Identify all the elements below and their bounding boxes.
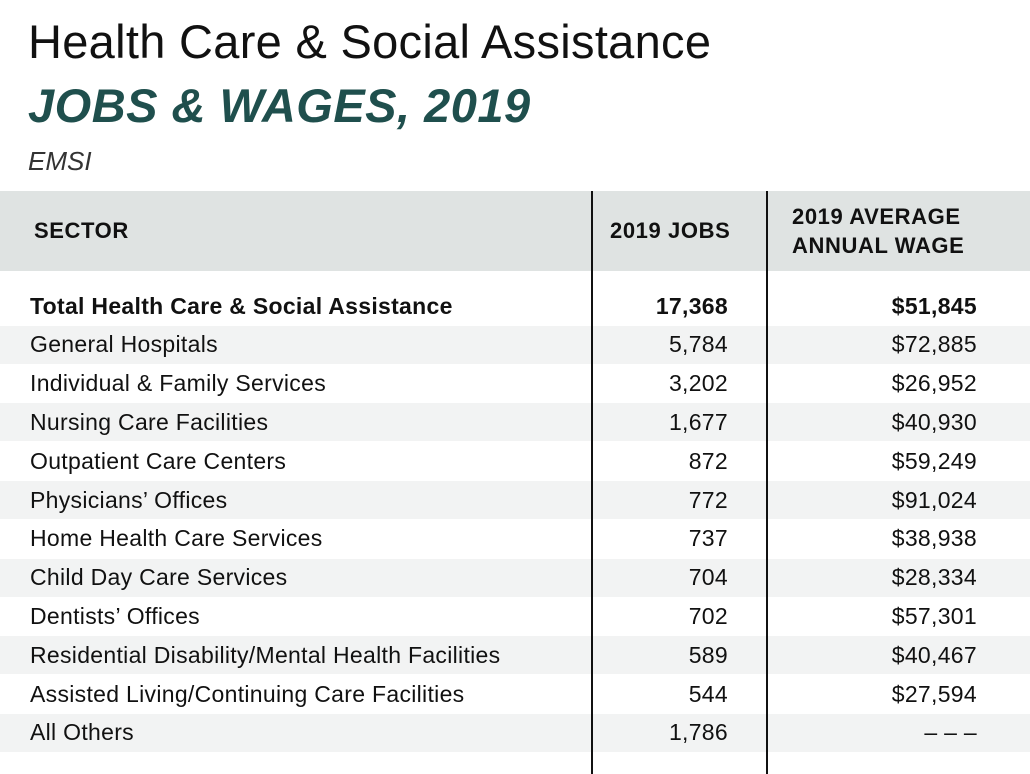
jobs-cell: 702 [688, 602, 728, 629]
wage-cell: $59,249 [891, 447, 977, 474]
column-divider-jobs [591, 191, 593, 774]
column-header-sector: SECTOR [34, 218, 129, 243]
page-title: Health Care & Social Assistance [28, 15, 712, 68]
wage-cell: $38,938 [891, 525, 977, 552]
sector-cell: Physicians’ Offices [30, 486, 228, 513]
table-row-total: Total Health Care & Social Assistance 17,… [0, 287, 1030, 325]
table-row: Home Health Care Services 737 $38,938 [0, 520, 1030, 558]
table-row: Child Day Care Services 704 $28,334 [0, 558, 1030, 597]
jobs-cell: 1,677 [668, 408, 728, 435]
table-row: Individual & Family Services 3,202 $26,952 [0, 365, 1030, 403]
table-row: Assisted Living/Continuing Care Faciliti… [0, 675, 1030, 713]
sector-cell: Residential Disability/Mental Health Fac… [30, 641, 501, 668]
column-divider-wage [766, 191, 768, 774]
jobs-cell: 772 [688, 486, 728, 513]
wage-cell: $40,930 [891, 408, 977, 435]
table-row: Outpatient Care Centers 872 $59,249 [0, 442, 1030, 480]
jobs-cell: 589 [688, 641, 728, 668]
wage-cell: $72,885 [891, 331, 977, 358]
wage-cell: – – – [924, 719, 977, 746]
jobs-cell: 17,368 [655, 292, 728, 319]
table-row: Residential Disability/Mental Health Fac… [0, 636, 1030, 675]
table-row: Physicians’ Offices 772 $91,024 [0, 481, 1030, 519]
jobs-cell: 872 [688, 447, 728, 474]
column-header-wage: 2019 AVERAGE ANNUAL WAGE [792, 204, 965, 258]
jobs-cell: 3,202 [668, 370, 728, 397]
wage-cell: $91,024 [891, 486, 977, 513]
wage-cell: $40,467 [891, 641, 977, 668]
sector-cell: Nursing Care Facilities [30, 408, 269, 435]
sector-cell: Dentists’ Offices [30, 602, 200, 629]
sector-cell: Individual & Family Services [30, 370, 327, 397]
sector-cell: All Others [30, 719, 134, 746]
jobs-cell: 737 [688, 525, 728, 552]
jobs-wages-table: SECTOR 2019 JOBS 2019 AVERAGE ANNUAL WAG… [0, 191, 1030, 774]
wage-cell: $27,594 [891, 680, 977, 707]
wage-cell: $28,334 [891, 564, 977, 591]
table-header: SECTOR 2019 JOBS 2019 AVERAGE ANNUAL WAG… [0, 191, 1030, 271]
wage-cell: $51,845 [891, 292, 977, 319]
jobs-cell: 1,786 [668, 719, 728, 746]
table-row: All Others 1,786 – – – [0, 713, 1030, 752]
sector-cell: General Hospitals [30, 331, 218, 358]
column-header-jobs: 2019 JOBS [610, 218, 731, 243]
jobs-cell: 704 [688, 564, 728, 591]
wage-cell: $57,301 [891, 602, 977, 629]
sector-cell: Home Health Care Services [30, 525, 323, 552]
sector-cell: Child Day Care Services [30, 564, 288, 591]
source-label: EMSI [28, 146, 92, 176]
sector-cell: Assisted Living/Continuing Care Faciliti… [30, 680, 465, 707]
table-row: Dentists’ Offices 702 $57,301 [0, 597, 1030, 635]
jobs-cell: 5,784 [668, 331, 728, 358]
sector-cell: Outpatient Care Centers [30, 447, 287, 474]
page-subtitle: JOBS & WAGES, 2019 [28, 79, 531, 132]
wage-cell: $26,952 [891, 370, 977, 397]
sector-cell: Total Health Care & Social Assistance [30, 292, 453, 319]
table-row: Nursing Care Facilities 1,677 $40,930 [0, 403, 1030, 442]
jobs-cell: 544 [688, 680, 728, 707]
table-row: General Hospitals 5,784 $72,885 [0, 325, 1030, 364]
